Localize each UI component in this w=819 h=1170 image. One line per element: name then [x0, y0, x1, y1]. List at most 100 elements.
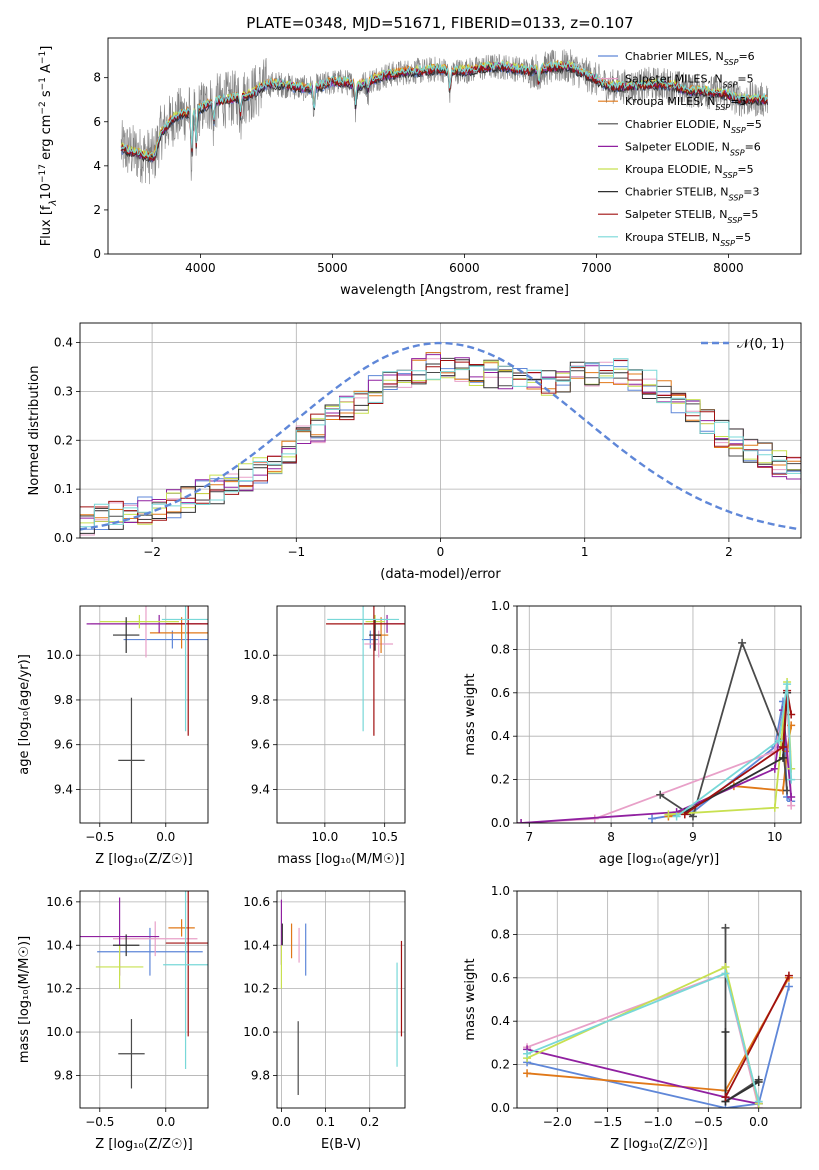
- x-tick-label: 8000: [713, 261, 744, 275]
- series-line-kroupa-stelib: [676, 683, 793, 818]
- series-point-chabrier-elodie: [721, 923, 730, 932]
- series-point-salpeter-miles: [787, 801, 796, 810]
- legend-label-main: Salpeter MILES, N: [625, 73, 723, 86]
- plot-area: [280, 899, 403, 1095]
- figure-title: PLATE=0348, MJD=51671, FIBERID=0133, z=0…: [246, 14, 633, 32]
- y-tick-label: 9.8: [251, 693, 270, 707]
- y-tick-label: 0.2: [491, 773, 510, 787]
- y-tick-label: 0.8: [491, 927, 510, 941]
- series-point-kroupa-stelib: [787, 775, 796, 784]
- plot-area: [80, 341, 801, 536]
- y-axis-label: mass weight: [463, 673, 478, 755]
- legend-label-main: Chabrier STELIB, N: [625, 186, 729, 199]
- series-point-salpeter-elodie: [517, 819, 526, 823]
- plot-area: [120, 49, 769, 185]
- x-tick-label: −0.5: [85, 1115, 114, 1129]
- series-line-salpeter-stelib: [724, 975, 790, 1098]
- plot-area: [80, 891, 208, 1089]
- y-tick-label: 10.4: [243, 938, 270, 952]
- x-tick-label: 10: [767, 830, 782, 844]
- x-axis-label: Z [log₁₀(Z/Z☉)]: [95, 1137, 192, 1152]
- y-tick-label: 9.4: [251, 782, 270, 796]
- x-tick-label: 0.0: [156, 1115, 175, 1129]
- y-tick-label: 6: [93, 115, 101, 129]
- legend-label-normal: 𝒩(0, 1): [737, 337, 784, 352]
- legend-label-end: =5: [737, 163, 753, 176]
- y-tick-label: 10.2: [243, 982, 270, 996]
- y-tick-label: 9.8: [54, 693, 73, 707]
- y-tick-label: 4: [93, 159, 101, 173]
- legend-label-end: =5: [746, 118, 762, 131]
- y-tick-label: 10.4: [46, 938, 73, 952]
- legend-label-sub: SSP: [727, 216, 742, 225]
- plot-area: [517, 638, 796, 823]
- legend-label-main: Kroupa STELIB, N: [625, 231, 720, 244]
- legend-label-end: =6: [745, 140, 761, 153]
- normal-distribution-curve: [80, 341, 799, 531]
- y-tick-label: 10.6: [243, 895, 270, 909]
- x-axis-label: wavelength [Angstrom, rest frame]: [340, 283, 569, 298]
- legend-label-end: =3: [743, 186, 759, 199]
- y-tick-label: 10.0: [243, 648, 270, 662]
- y-tick-label: 10.6: [46, 895, 73, 909]
- x-tick-label: 7: [525, 830, 533, 844]
- series-point-kroupa-stelib: [754, 1097, 763, 1106]
- y-tick-label: 9.6: [54, 738, 73, 752]
- series-point-kroupa-miles: [523, 1069, 532, 1078]
- y-axis-label-part: −1: [38, 77, 48, 90]
- legend-label-main: Chabrier MILES, N: [625, 50, 724, 63]
- legend-label-kroupa-stelib: Kroupa STELIB, NSSP=5: [625, 231, 751, 248]
- x-axis-label: Z [log₁₀(Z/Z☉)]: [95, 852, 192, 867]
- x-tick-label: 0.0: [272, 1115, 291, 1129]
- y-tick-label: 2: [93, 203, 101, 217]
- massweight-vs-age-panel: 7 8 9 10 0.0 0.2 0.4 0.6 0.8 1.0 age [log₁₀(age/yr…: [463, 599, 802, 867]
- series-line-kroupa-miles: [668, 725, 793, 818]
- histogram-salpeter-elodie: [80, 354, 801, 523]
- legend-label-kroupa-elodie: Kroupa ELODIE, NSSP=5: [625, 163, 754, 180]
- series-point-chabrier-elodie: [738, 638, 747, 647]
- mass-vs-Z-panel: −0.5 0.0 9.8 10.0 10.2 10.4 10.6 Z [log₁₀(Z/Z☉)…: [17, 890, 209, 1152]
- legend-label-main: Salpeter STELIB, N: [625, 208, 727, 221]
- x-tick-label: 5000: [317, 261, 348, 275]
- y-tick-label: 0: [93, 247, 101, 261]
- legend-label-main: Kroupa ELODIE, N: [625, 163, 723, 176]
- legend-label-chabrier-elodie: Chabrier ELODIE, NSSP=5: [625, 118, 762, 135]
- y-tick-label: 10.0: [46, 1025, 73, 1039]
- y-tick-label: 9.8: [54, 1068, 73, 1082]
- series-line-salpeter-stelib: [684, 690, 793, 816]
- series-point-kroupa-stelib: [672, 812, 681, 821]
- y-axis-label-part: −2: [38, 101, 48, 114]
- y-tick-label: 10.0: [46, 648, 73, 662]
- series-point-kroupa-stelib: [523, 1049, 532, 1058]
- y-tick-label: 0.3: [54, 384, 73, 398]
- series-point-chabrier-miles: [648, 814, 657, 823]
- x-tick-label: −0.5: [694, 1115, 723, 1129]
- y-axis-label: Flux [fλ10−17 erg cm−2 s−1 A−1]: [38, 46, 59, 247]
- x-axis-label: Z [log₁₀(Z/Z☉)]: [610, 1137, 707, 1152]
- x-tick-label: 0.0: [749, 1115, 768, 1129]
- x-tick-label: −2: [143, 545, 161, 559]
- series-point-salpeter-stelib: [721, 1093, 730, 1102]
- series-point-salpeter-stelib: [680, 810, 689, 819]
- legend-label-main: Chabrier ELODIE, N: [625, 118, 731, 131]
- series-point-kroupa-elodie: [770, 803, 779, 812]
- model-spectrum-kroupa-stelib: [120, 60, 768, 158]
- legend-label-chabrier-stelib: Chabrier STELIB, NSSP=3: [625, 186, 759, 203]
- y-tick-label: 0.4: [491, 729, 510, 743]
- x-tick-label: 0.0: [156, 830, 175, 844]
- y-axis-label-part: 10: [39, 183, 54, 200]
- axes-frame: [276, 890, 406, 1109]
- legend-label-end: =5: [730, 95, 746, 108]
- y-tick-label: 0.6: [491, 686, 510, 700]
- x-tick-label: −0.5: [85, 830, 114, 844]
- axes-frame: [79, 322, 802, 539]
- x-tick-label: 7000: [581, 261, 612, 275]
- x-tick-label: −1.0: [643, 1115, 672, 1129]
- y-tick-label: 0.6: [491, 971, 510, 985]
- x-tick-label: 0.1: [316, 1115, 335, 1129]
- series-point-chabrier-stelib: [721, 1028, 730, 1037]
- legend-label-sub: SSP: [720, 238, 735, 247]
- series-line-chabrier-miles: [651, 701, 792, 820]
- mass-vs-ebv-panel: 0.0 0.1 0.2 9.8 10.0 10.2 10.4 10.6 E(B-V): [243, 890, 406, 1152]
